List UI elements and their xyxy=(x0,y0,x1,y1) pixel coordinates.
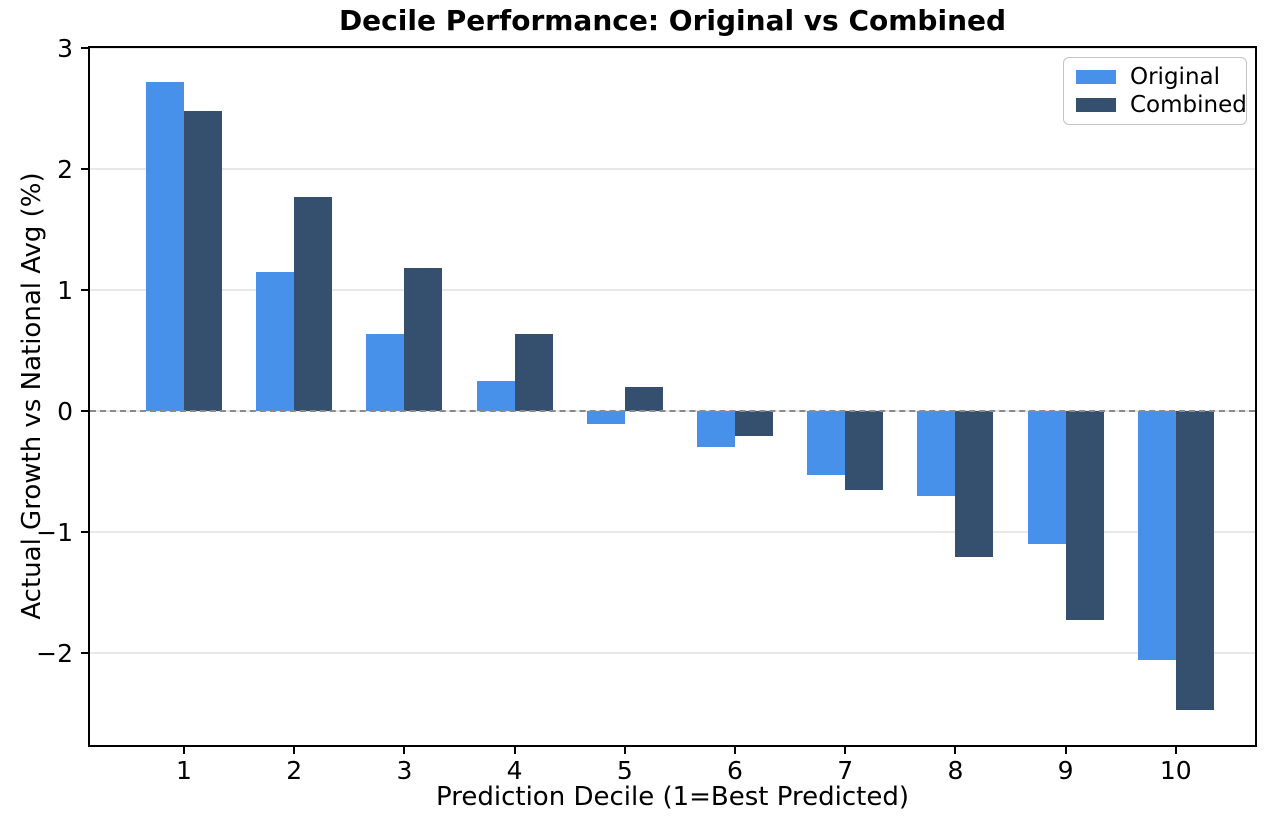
legend: Original Combined xyxy=(1063,57,1247,125)
zero-dashed-line xyxy=(90,410,1255,413)
x-tick-label-7: 7 xyxy=(837,756,854,785)
y-tick-label-2: 2 xyxy=(57,155,73,184)
bar-original-decile-8 xyxy=(917,411,956,496)
bar-combined-decile-8 xyxy=(955,411,994,558)
gridline-y1 xyxy=(90,289,1255,291)
bar-combined-decile-1 xyxy=(184,110,222,412)
y-axis-label: Actual Growth vs National Avg (%) xyxy=(17,172,47,620)
y-tick-mark-0 xyxy=(81,410,89,413)
x-tick-mark-6 xyxy=(734,746,736,754)
x-tick-mark-8 xyxy=(954,746,957,754)
x-tick-label-8: 8 xyxy=(947,756,964,785)
y-tick-mark--1 xyxy=(81,531,89,534)
legend-swatch-original xyxy=(1076,70,1116,84)
bar-original-decile-9 xyxy=(1027,411,1066,545)
legend-item-combined: Combined xyxy=(1076,92,1247,118)
gridline-y-1 xyxy=(90,531,1255,534)
y-tick-label-3: 3 xyxy=(57,34,73,63)
x-tick-label-3: 3 xyxy=(396,756,413,785)
bar-original-decile-10 xyxy=(1137,411,1176,661)
gridline-y3 xyxy=(90,47,1255,49)
gridline-y-2 xyxy=(90,652,1255,655)
bar-combined-decile-7 xyxy=(845,411,884,490)
x-tick-label-5: 5 xyxy=(616,756,633,785)
x-tick-mark-7 xyxy=(844,746,847,754)
x-tick-mark-10 xyxy=(1174,746,1177,754)
bar-combined-decile-9 xyxy=(1065,411,1104,621)
bar-original-decile-6 xyxy=(697,411,735,448)
bar-combined-decile-5 xyxy=(624,386,663,411)
y-tick-label-0: 0 xyxy=(57,397,73,427)
x-tick-label-4: 4 xyxy=(506,756,523,785)
x-axis-label: Prediction Decile (1=Best Predicted) xyxy=(436,782,909,812)
x-tick-label-10: 10 xyxy=(1159,756,1192,785)
gridline-y2 xyxy=(90,168,1255,170)
chart-title: Decile Performance: Original vs Combined xyxy=(338,4,1007,37)
legend-label-original: Original xyxy=(1130,64,1221,90)
bar-original-decile-1 xyxy=(146,81,184,411)
legend-label-combined: Combined xyxy=(1130,92,1247,118)
x-tick-label-6: 6 xyxy=(727,756,743,785)
x-tick-label-9: 9 xyxy=(1057,756,1074,785)
x-tick-label-1: 1 xyxy=(176,756,192,785)
bar-original-decile-5 xyxy=(586,411,625,425)
bar-original-decile-4 xyxy=(476,380,515,412)
bar-original-decile-7 xyxy=(807,411,846,476)
x-tick-mark-2 xyxy=(293,746,296,754)
x-tick-mark-5 xyxy=(623,746,626,754)
y-tick-label-1: 1 xyxy=(57,276,73,305)
y-tick-label--2: −2 xyxy=(36,639,73,669)
y-tick-label--1: −1 xyxy=(36,518,73,548)
legend-item-original: Original xyxy=(1076,64,1234,90)
x-tick-mark-1 xyxy=(183,746,185,754)
x-tick-mark-4 xyxy=(513,746,516,754)
y-tick-mark--2 xyxy=(81,652,89,655)
y-tick-mark-1 xyxy=(81,289,89,291)
bar-combined-decile-10 xyxy=(1175,411,1214,710)
x-tick-mark-9 xyxy=(1064,746,1067,754)
x-tick-mark-3 xyxy=(403,746,406,754)
x-tick-label-2: 2 xyxy=(286,756,303,785)
bar-original-decile-3 xyxy=(366,333,405,411)
y-tick-mark-3 xyxy=(81,47,89,49)
bar-combined-decile-4 xyxy=(514,333,553,411)
bar-combined-decile-6 xyxy=(735,411,773,437)
bar-combined-decile-3 xyxy=(404,268,443,411)
bar-original-decile-2 xyxy=(256,271,295,412)
y-tick-mark-2 xyxy=(81,168,89,170)
bar-combined-decile-2 xyxy=(294,196,333,411)
legend-swatch-combined xyxy=(1076,98,1116,112)
